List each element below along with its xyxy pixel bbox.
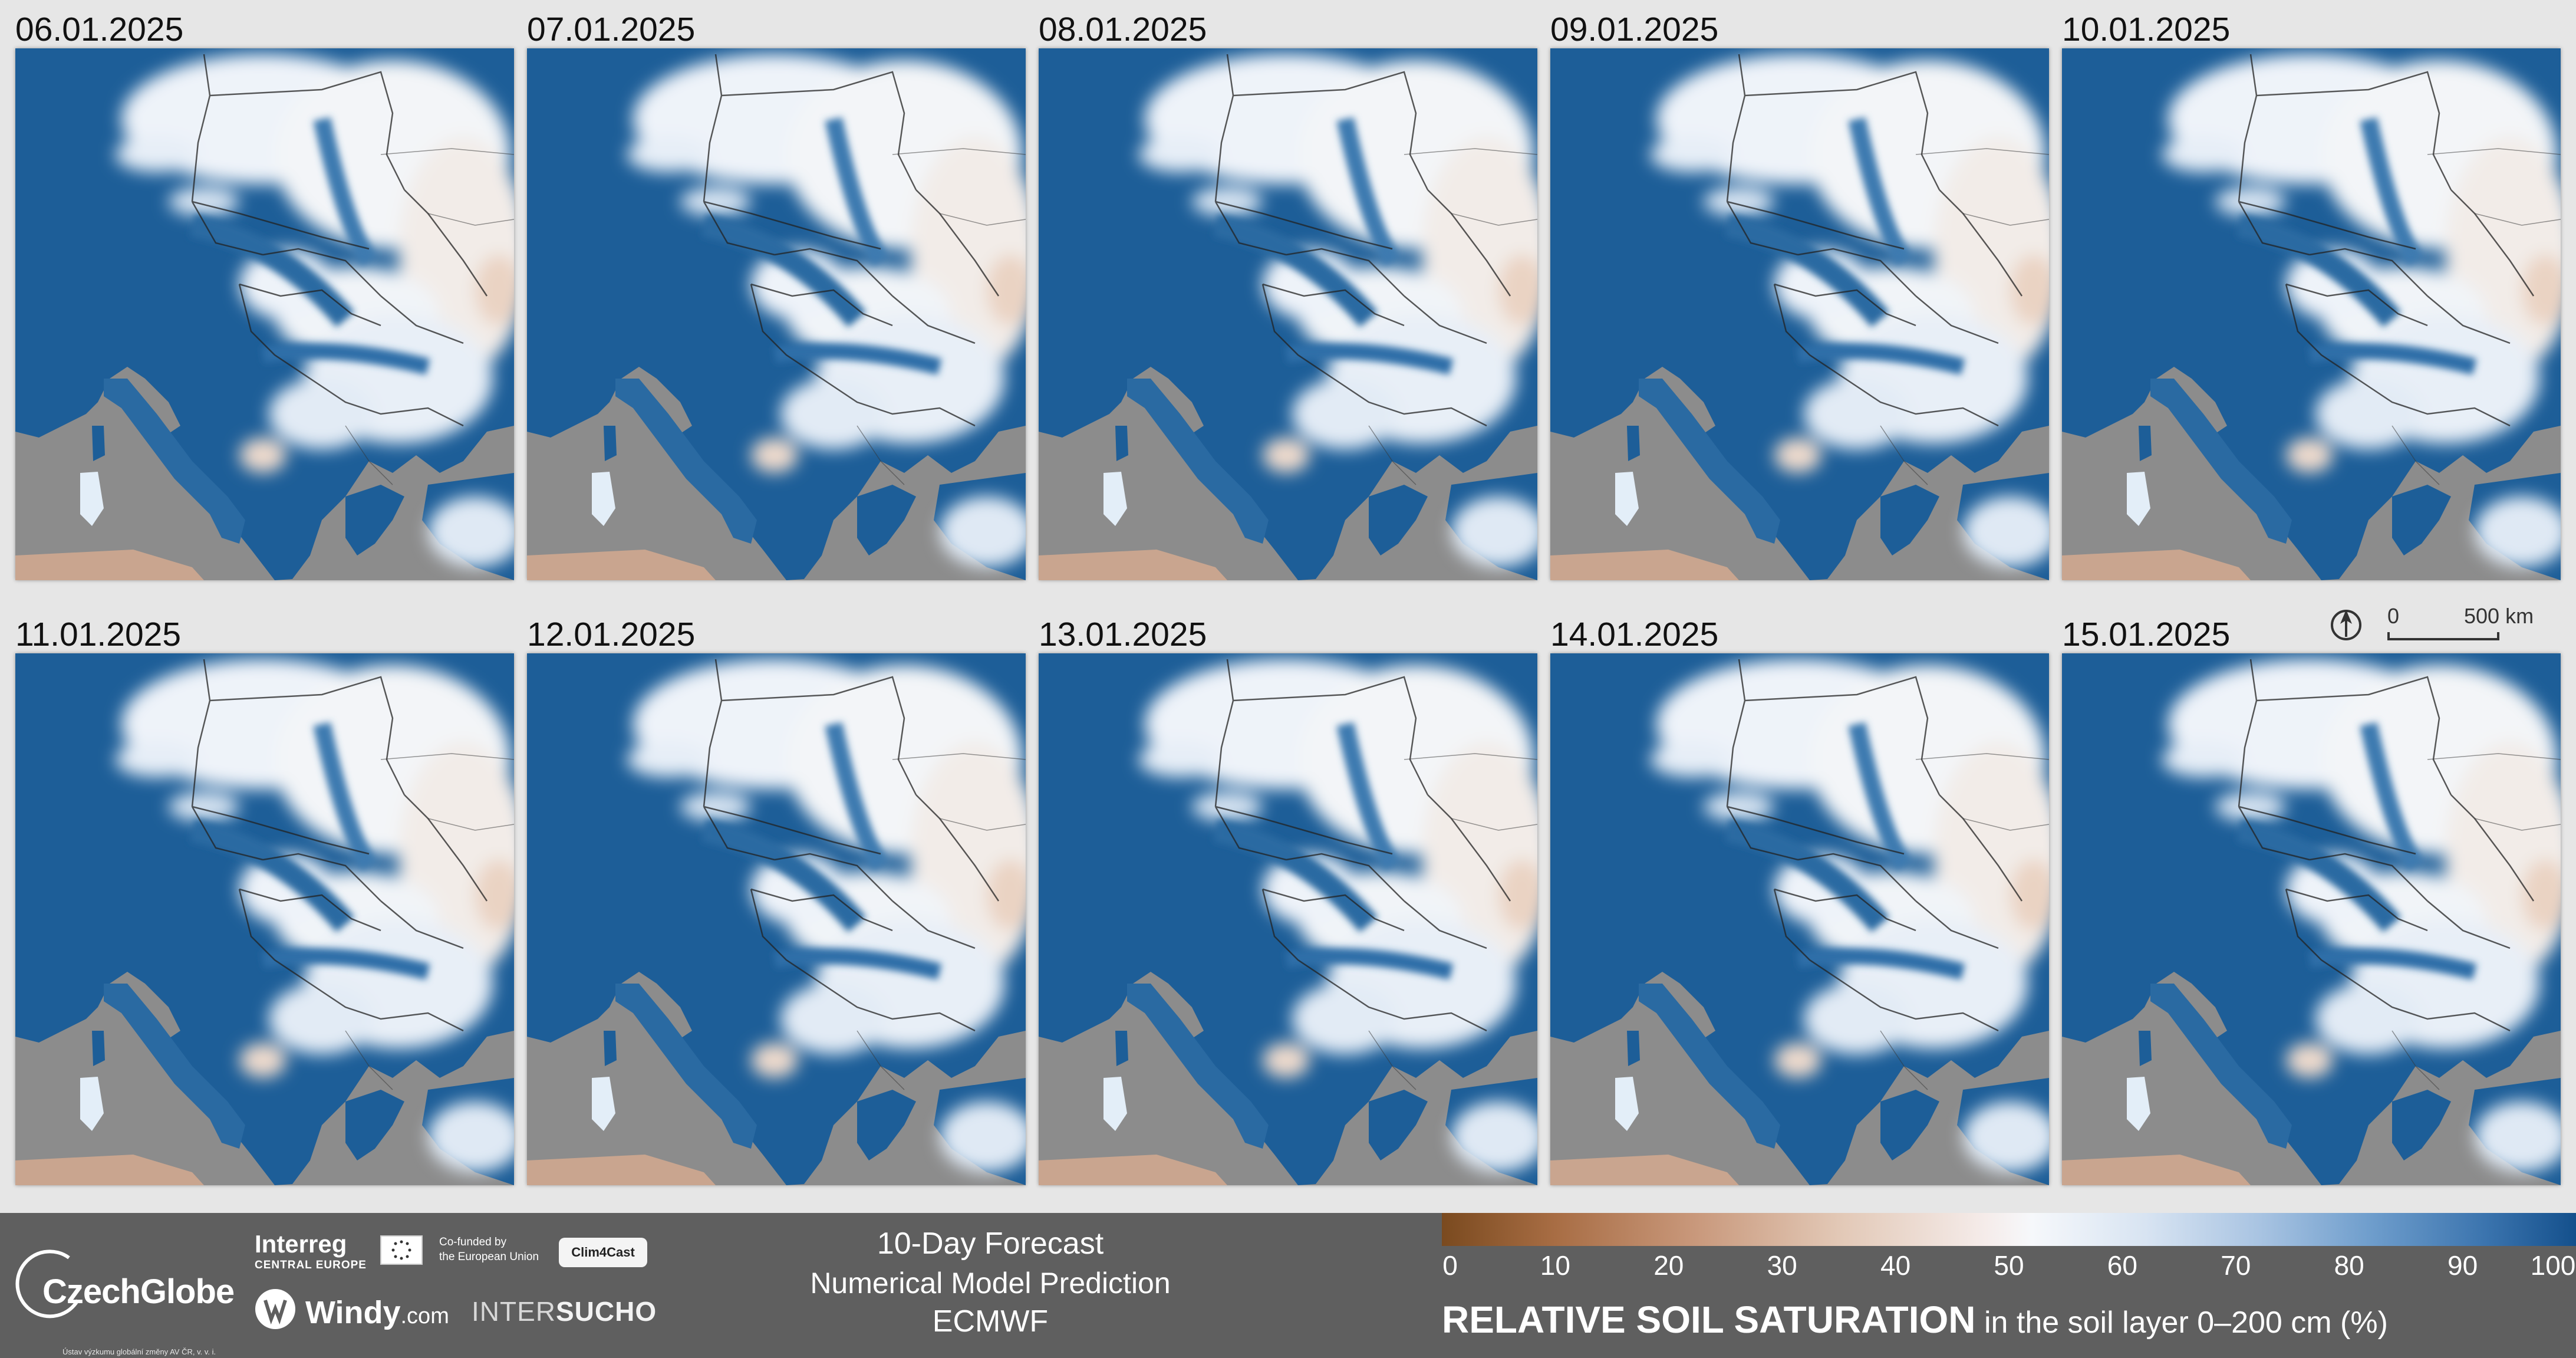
windy-suffix: .com	[400, 1304, 449, 1329]
czechglobe-name: CzechGlobe	[42, 1272, 235, 1311]
legend-tick-label: 0	[1442, 1250, 1458, 1281]
panel-date: 13.01.2025	[1039, 616, 1207, 653]
panel-date: 10.01.2025	[2062, 11, 2231, 48]
legend-title-bold: RELATIVE SOIL SATURATION	[1442, 1298, 1976, 1341]
windy-icon	[255, 1289, 295, 1329]
map-frame	[15, 653, 514, 1185]
eu-cofunded-text: Co-funded by the European Union	[439, 1235, 539, 1264]
eu-flag-icon	[380, 1235, 423, 1265]
intersucho-b: SUCHO	[556, 1296, 657, 1327]
forecast-model: ECMWF	[932, 1304, 1049, 1339]
panel-date: 14.01.2025	[1550, 616, 1719, 653]
map-frame	[1039, 48, 1537, 580]
map-frame	[1550, 48, 2049, 580]
map-frame	[2062, 48, 2561, 580]
scale-bar: 0 500 km	[2328, 603, 2534, 644]
windy-name: Windy	[305, 1295, 401, 1330]
map-frame	[1039, 653, 1537, 1185]
legend-tick-label: 50	[1994, 1250, 2024, 1281]
forecast-subtitle: Numerical Model Prediction	[810, 1267, 1171, 1300]
eu-text-line1: Co-funded by	[439, 1236, 507, 1248]
legend-color-bar	[1442, 1213, 2576, 1246]
czechglobe-subtitle: Ústav výzkumu globální změny AV ČR, v. v…	[62, 1347, 216, 1356]
intersucho-logo: INTERSUCHO	[472, 1295, 657, 1327]
map-frame	[1550, 653, 2049, 1185]
legend-tick-label: 30	[1767, 1250, 1797, 1281]
soil-saturation-map	[1039, 48, 1537, 580]
footer: CzechGlobe Ústav výzkumu globální změny …	[0, 1213, 2576, 1358]
soil-saturation-map	[1550, 653, 2049, 1185]
legend-tick-label: 20	[1653, 1250, 1684, 1281]
legend-tick-label: 80	[2334, 1250, 2364, 1281]
soil-saturation-map	[1550, 48, 2049, 580]
eu-text-line2: the European Union	[439, 1250, 539, 1263]
map-frame	[527, 48, 1026, 580]
map-frame	[15, 48, 514, 580]
soil-saturation-map	[2062, 653, 2561, 1185]
soil-saturation-map	[15, 653, 514, 1185]
map-frame	[527, 653, 1026, 1185]
map-frame	[2062, 653, 2561, 1185]
soil-saturation-map	[527, 653, 1026, 1185]
interreg-logo: Interreg CENTRAL EUROPE	[255, 1232, 367, 1272]
panel-date: 06.01.2025	[15, 11, 184, 48]
legend-caption: RELATIVE SOIL SATURATION in the soil lay…	[1442, 1298, 2388, 1341]
czechglobe-logo: CzechGlobe Ústav výzkumu globální změny …	[13, 1247, 237, 1356]
legend-tick-label: 10	[1540, 1250, 1570, 1281]
panel-date: 11.01.2025	[15, 616, 182, 653]
interreg-subtitle: CENTRAL EUROPE	[255, 1259, 367, 1271]
panel-date: 09.01.2025	[1550, 11, 1719, 48]
legend-title-rest: in the soil layer 0–200 cm (%)	[1975, 1306, 2388, 1340]
legend-tick-label: 60	[2107, 1250, 2137, 1281]
soil-saturation-map	[527, 48, 1026, 580]
soil-saturation-map	[2062, 48, 2561, 580]
panel-date: 07.01.2025	[527, 11, 696, 48]
forecast-info: 10-Day Forecast Numerical Model Predicti…	[784, 1226, 1197, 1339]
intersucho-a: INTER	[472, 1296, 556, 1327]
scale-line	[2387, 632, 2499, 640]
legend-tick-label: 40	[1880, 1250, 1911, 1281]
panel-date: 12.01.2025	[527, 616, 696, 653]
panel-date: 15.01.2025	[2062, 616, 2231, 653]
forecast-title: 10-Day Forecast	[877, 1227, 1104, 1261]
soil-saturation-map	[15, 48, 514, 580]
scale-zero-label: 0	[2387, 604, 2400, 628]
color-legend: 0 10 20 30 40 50 60 70 80 90 100 RELATIVE SOIL SAT…	[1442, 1213, 2576, 1358]
legend-tick-label: 90	[2447, 1250, 2478, 1281]
clim4cast-logo: Clim4Cast	[559, 1238, 647, 1267]
panel-date: 08.01.2025	[1039, 11, 1207, 48]
north-arrow-icon	[2331, 610, 2361, 640]
scale-distance-label: 500 km	[2464, 604, 2534, 628]
legend-tick-label: 70	[2221, 1250, 2251, 1281]
soil-saturation-map	[1039, 653, 1537, 1185]
globe-ring-icon	[15, 1250, 80, 1318]
legend-tick-label: 100	[2530, 1250, 2576, 1281]
interreg-name: Interreg	[255, 1230, 347, 1258]
